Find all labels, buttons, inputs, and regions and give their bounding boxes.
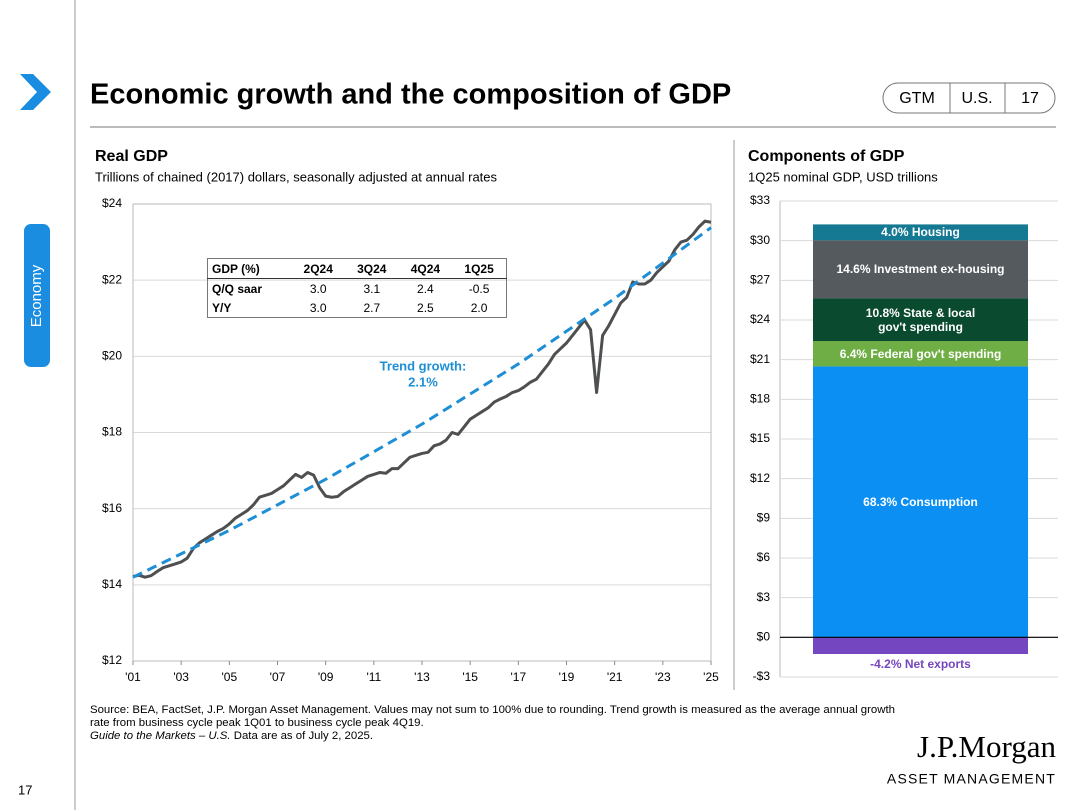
segment-label: 6.4% Federal gov't spending — [839, 346, 1002, 361]
x-tick-label: '11 — [366, 670, 381, 684]
y-tick-label: $24 — [750, 312, 770, 326]
chevron-icon — [20, 74, 51, 110]
y-tick-label: $18 — [750, 392, 770, 406]
y-tick-label: $9 — [757, 511, 771, 525]
segment-label: -4.2% Net exports — [870, 656, 971, 671]
x-tick-label: '07 — [270, 670, 286, 684]
x-tick-label: '01 — [125, 670, 141, 684]
table-cell: 2.5 — [417, 300, 434, 315]
x-tick-label: '03 — [173, 670, 189, 684]
y-tick-label: $16 — [102, 501, 122, 515]
segment-label: 68.3% Consumption — [863, 494, 978, 509]
slide-title: Economic growth and the composition of G… — [90, 79, 731, 111]
tag: 17 — [1021, 90, 1039, 107]
table-cell: 2.0 — [470, 300, 488, 315]
y-tick-label: $12 — [750, 471, 770, 485]
chart-title: Components of GDP — [748, 148, 905, 165]
y-tick-label: $30 — [750, 233, 770, 247]
y-tick-label: $12 — [102, 653, 122, 667]
chart-subtitle: 1Q25 nominal GDP, USD trillions — [748, 169, 938, 184]
table-cell: Q/Q saar — [212, 281, 263, 296]
tag-pill — [882, 82, 1056, 114]
table-header-cell: 2Q24 — [291, 258, 346, 279]
bar-segment — [813, 637, 1028, 654]
gdp-line — [132, 219, 712, 579]
y-tick-label: $3 — [757, 590, 771, 604]
as-of-note: Guide to the Markets – U.S. Data are as … — [90, 730, 905, 743]
x-tick-label: '23 — [655, 670, 671, 684]
table-header-cell: GDP (%) — [207, 258, 292, 279]
table-header-cell: 1Q25 — [452, 258, 507, 279]
section-tab — [24, 224, 50, 367]
tag: U.S. — [961, 90, 992, 107]
table-cell: Y/Y — [212, 300, 232, 315]
table-row: Q/Q saar 3.0 3.1 2.4 -0.5 — [208, 279, 507, 299]
page-number: 17 — [18, 782, 32, 797]
x-tick-label: '13 — [414, 670, 430, 684]
data-table: GDP (%) 2Q24 3Q24 4Q24 1Q25 Q/Q saar 3.0 3.1 2.4… — [207, 258, 507, 318]
tag: GTM — [899, 90, 935, 107]
chart-subtitle: Trillions of chained (2017) dollars, sea… — [95, 169, 498, 184]
segment-label: 14.6% Investment ex-housing — [836, 262, 1005, 277]
section-label: Economy — [28, 264, 45, 327]
bar-segment — [813, 298, 1028, 342]
table-header-row: GDP (%) 2Q24 3Q24 4Q24 1Q25 — [207, 258, 507, 279]
y-tick-label: $24 — [102, 196, 122, 210]
y-tick-label: $22 — [102, 272, 122, 286]
segment-label: 4.0% Housing — [881, 225, 960, 240]
y-tick-label: $27 — [750, 273, 770, 287]
as-of-text: Data are as of July 2, 2025. — [233, 730, 374, 742]
x-tick-label: '15 — [462, 670, 478, 684]
table-cell: 2.7 — [363, 300, 381, 315]
chart-title: Real GDP — [95, 148, 168, 165]
table-cell: 3.0 — [309, 281, 327, 296]
y-tick-label: $33 — [750, 193, 770, 207]
logo-subtitle: ASSET MANAGEMENT — [887, 771, 1056, 787]
x-tick-label: '05 — [222, 670, 238, 684]
annotation: Trend growth: — [380, 358, 467, 373]
table-cell: 3.0 — [309, 300, 327, 315]
x-tick-label: '21 — [607, 670, 623, 684]
x-tick-label: '25 — [703, 670, 719, 684]
y-tick-label: $14 — [102, 577, 122, 591]
annotation: 2.1% — [408, 374, 438, 389]
table-header-cell: 4Q24 — [398, 258, 453, 279]
publication-name: Guide to the Markets – U.S. — [90, 730, 231, 742]
y-tick-label: $6 — [757, 550, 771, 564]
y-tick-label: -$3 — [753, 669, 771, 683]
y-tick-label: $15 — [750, 431, 770, 445]
table-cell: -0.5 — [468, 281, 490, 296]
segment-label: 10.8% State & local gov't spending — [865, 305, 976, 334]
table-row: Y/Y 3.0 2.7 2.5 2.0 — [208, 298, 507, 318]
logo-name: J.P.Morgan — [917, 729, 1056, 764]
y-tick-label: $0 — [757, 630, 771, 644]
table-cell: 3.1 — [363, 281, 381, 296]
footnote: Source: BEA, FactSet, J.P. Morgan Asset … — [90, 704, 905, 743]
source-text: Source: BEA, FactSet, J.P. Morgan Asset … — [90, 704, 895, 729]
y-tick-label: $21 — [750, 352, 770, 366]
bar-segment — [813, 341, 1028, 367]
x-tick-label: '09 — [318, 670, 334, 684]
bar-segment — [813, 240, 1028, 299]
bar-segment — [813, 224, 1028, 241]
y-tick-label: $20 — [102, 349, 122, 363]
table-header-cell: 3Q24 — [345, 258, 399, 279]
table-cell: 2.4 — [417, 281, 434, 296]
x-tick-label: '19 — [559, 670, 575, 684]
bar-segment — [813, 366, 1028, 638]
y-tick-label: $18 — [102, 425, 122, 439]
x-tick-label: '17 — [511, 670, 527, 684]
trend-line — [132, 226, 712, 579]
